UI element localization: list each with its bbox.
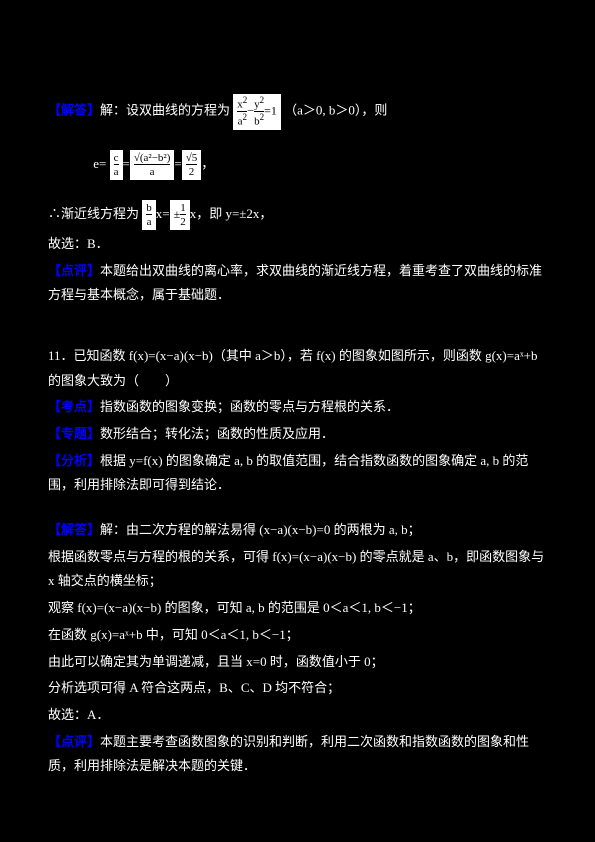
formula-sqrt5: √52	[182, 150, 202, 180]
s1-line3-mid: x=	[156, 206, 170, 221]
s2-ans-l3: 观察 f(x)=(x−a)(x−b) 的图象，可知 a, b 的范围是 0＜a＜…	[48, 596, 547, 621]
s1-line4: 故选：B．	[48, 232, 547, 257]
s2-kaodian-text: 指数函数的图象变换；函数的零点与方程根的关系．	[100, 399, 399, 414]
s2-ans-l2: 根据函数零点与方程的根的关系，可得 f(x)=(x−a)(x−b) 的零点就是 …	[48, 545, 547, 594]
s1-eq2: =	[174, 156, 181, 171]
s2-answer: 【解答】解：由二次方程的解法易得 (x−a)(x−b)=0 的两根为 a, b；	[48, 518, 547, 543]
s2-zhuanti: 【专题】数形结合；转化法；函数的性质及应用．	[48, 422, 547, 447]
s2-ans-l6: 分析选项可得 A 符合这两点，B、C、D 均不符合；	[48, 676, 547, 701]
s2-zhuanti-text: 数形结合；转化法；函数的性质及应用．	[100, 426, 334, 441]
q11-num: 11．	[48, 348, 74, 363]
label-answer: 【解答】	[48, 103, 100, 118]
s1-line3-pre: ∴渐近线方程为	[48, 206, 139, 221]
formula-hyperbola: x2a2−y2b2=1	[233, 94, 281, 130]
s2-kaodian: 【考点】指数函数的图象变换；函数的零点与方程根的关系．	[48, 395, 547, 420]
s1-eq1: =	[123, 156, 130, 171]
s1-line2: e= ca = √(a²−b²)a = √52 ，	[48, 150, 547, 180]
s2-fenxi: 【分析】根据 y=f(x) 的图象确定 a, b 的取值范围，结合指数函数的图象…	[48, 449, 547, 498]
formula-sqrt: √(a²−b²)a	[130, 150, 175, 180]
formula-ca: ca	[110, 150, 123, 180]
s1-answer-line1: 【解答】解：设双曲线的方程为 x2a2−y2b2=1 （a＞0, b＞0），则	[48, 94, 547, 130]
label-fenxi: 【分析】	[48, 453, 100, 468]
label-answer-2: 【解答】	[48, 522, 100, 537]
s2-comment-text: 本题主要考查函数图象的识别和判断，利用二次函数和指数函数的图象和性质，利用排除法…	[48, 734, 529, 774]
s2-ans-l5: 由此可以确定其为单调递减，且当 x=0 时，函数值小于 0；	[48, 650, 547, 675]
s1-answer-pre: 解：设双曲线的方程为	[100, 103, 230, 118]
label-comment-2: 【点评】	[48, 734, 100, 749]
s1-comment-text: 本题给出双曲线的离心率，求双曲线的渐近线方程，着重考查了双曲线的标准方程与基本概…	[48, 263, 542, 303]
label-comment-1: 【点评】	[48, 263, 100, 278]
formula-ba: ba	[142, 200, 156, 230]
s1-line2-post: ，	[201, 156, 214, 171]
s1-line3-post: x，即 y=±2x，	[190, 206, 273, 221]
label-kaodian: 【考点】	[48, 399, 100, 414]
q11-text: 已知函数 f(x)=(x−a)(x−b)（其中 a＞b），若 f(x) 的图象如…	[48, 348, 537, 388]
s2-ans-l1: 解：由二次方程的解法易得 (x−a)(x−b)=0 的两根为 a, b；	[100, 522, 421, 537]
s1-line3: ∴渐近线方程为 ba x= ±12 x，即 y=±2x，	[48, 200, 547, 230]
s1-comment: 【点评】本题给出双曲线的离心率，求双曲线的渐近线方程，着重考查了双曲线的标准方程…	[48, 259, 547, 308]
s1-line2-pre: e=	[93, 156, 106, 171]
q11: 11．已知函数 f(x)=(x−a)(x−b)（其中 a＞b），若 f(x) 的…	[48, 344, 547, 393]
formula-pm: ±12	[170, 200, 190, 230]
s2-fenxi-text: 根据 y=f(x) 的图象确定 a, b 的取值范围，结合指数函数的图象确定 a…	[48, 453, 528, 493]
s2-comment: 【点评】本题主要考查函数图象的识别和判断，利用二次函数和指数函数的图象和性质，利…	[48, 730, 547, 779]
s2-ans-l4: 在函数 g(x)=aˣ+b 中，可知 0＜a＜1, b＜−1；	[48, 623, 547, 648]
s1-answer-post: （a＞0, b＞0），则	[284, 103, 387, 118]
label-zhuanti: 【专题】	[48, 426, 100, 441]
s2-ans-l7: 故选：A．	[48, 703, 547, 728]
